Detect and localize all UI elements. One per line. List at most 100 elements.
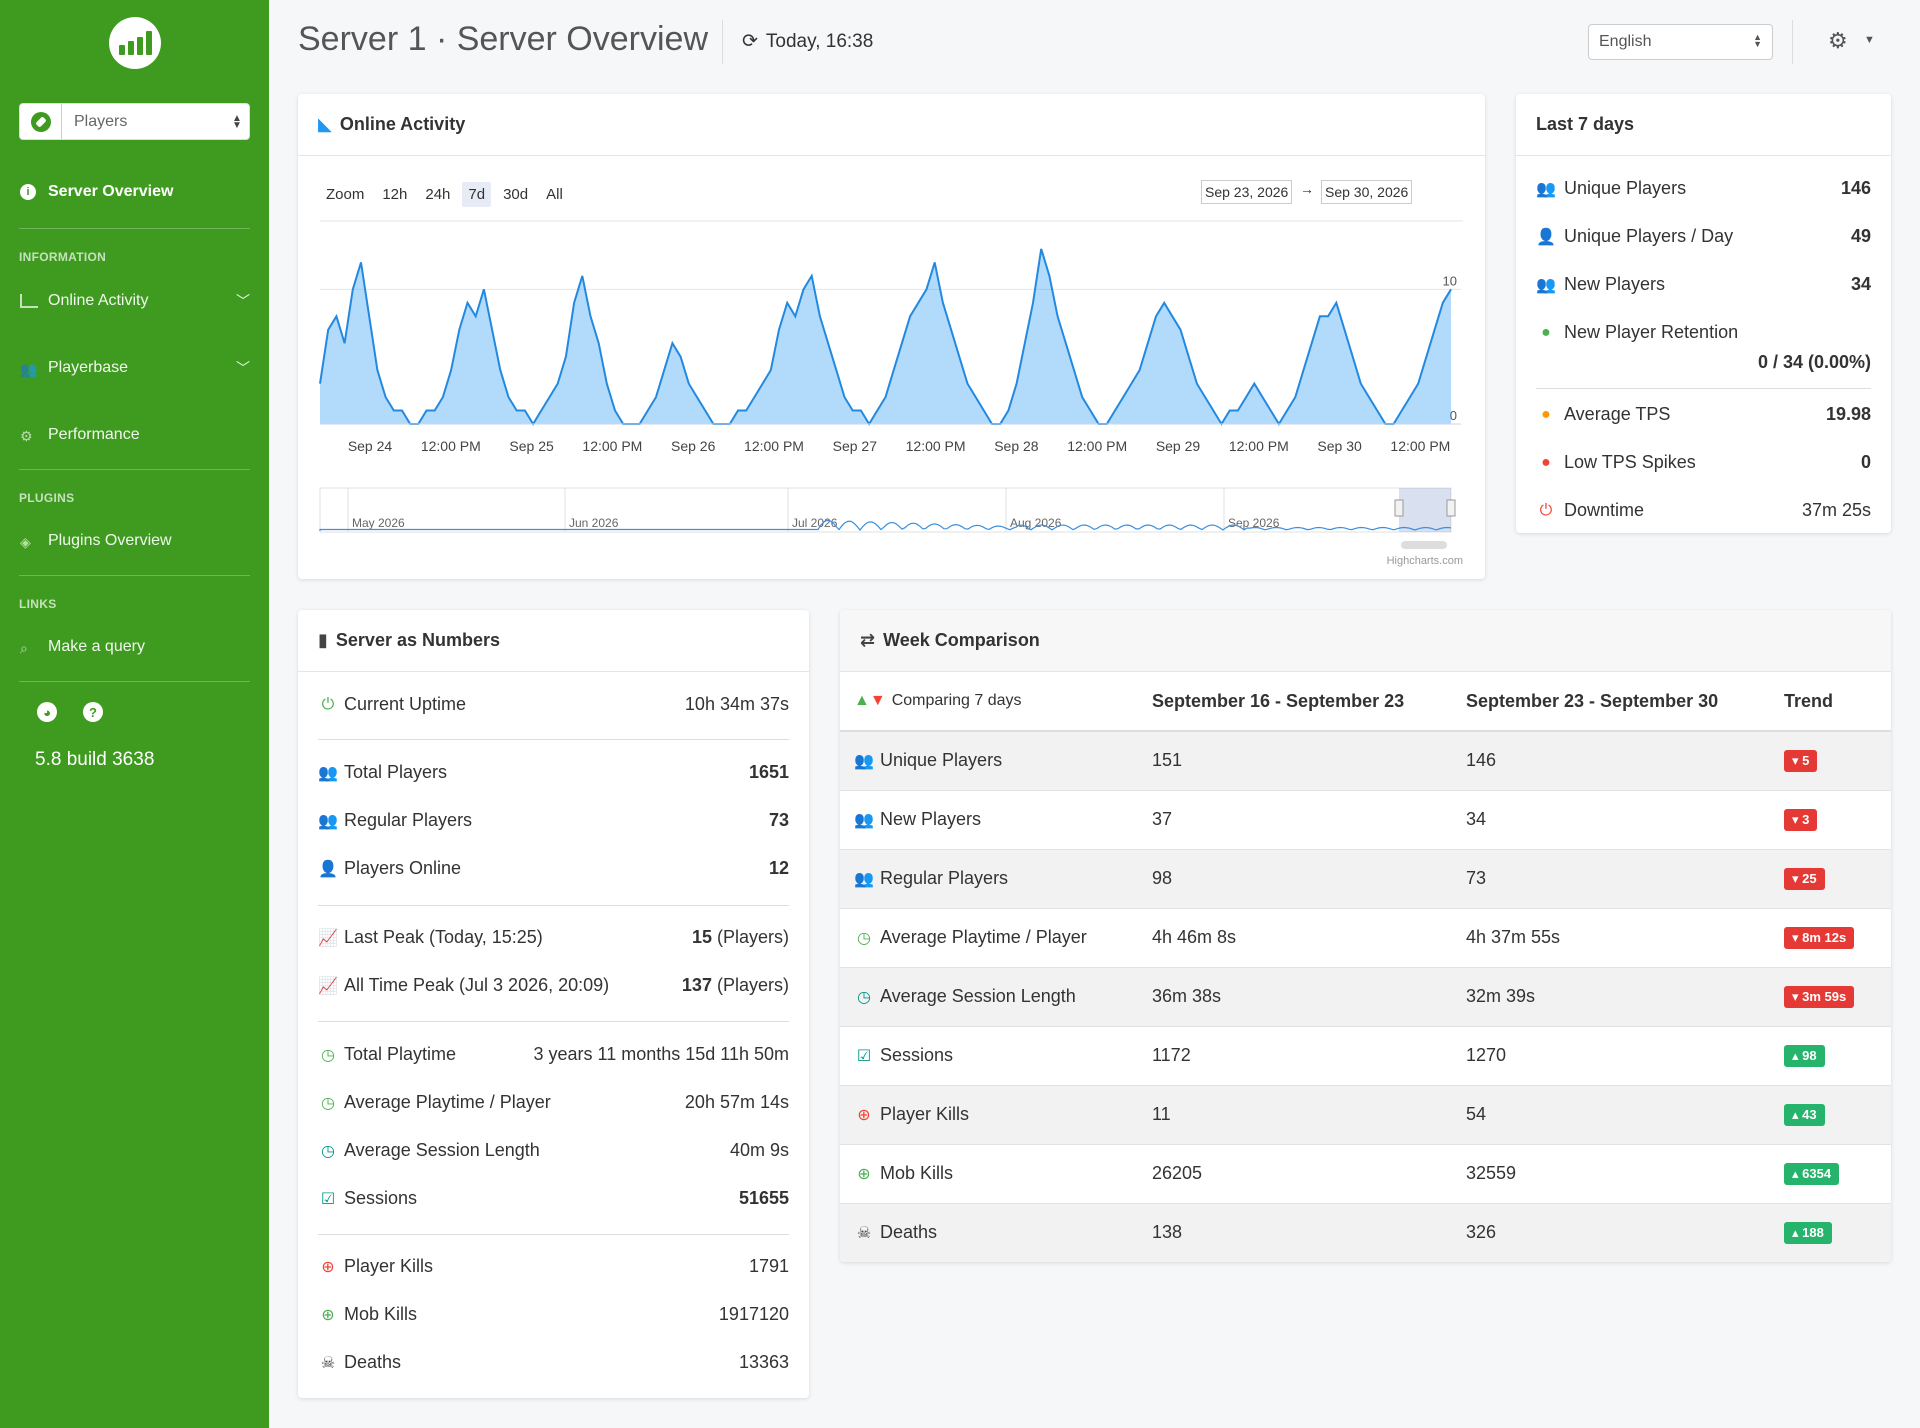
power-icon: ⏻: [321, 695, 335, 713]
week-comparison-table: ▲▼ Comparing 7 days September 16 - Septe…: [840, 672, 1891, 1262]
x-tick-label: Sep 29: [1156, 438, 1201, 454]
language-select[interactable]: English ▲ ▼: [1588, 24, 1773, 60]
column-header-week-1: September 16 - September 23: [1150, 672, 1466, 732]
x-tick-label: 12:00 PM: [744, 438, 804, 454]
row-last-peak: 📈 Last Peak (Today, 15:25) 15 (Players): [318, 927, 789, 948]
table-row: ◷ Average Playtime / Player 4h 46m 8s 4h …: [840, 907, 1891, 967]
card-header: ▮ Server as Numbers: [298, 610, 809, 672]
navigator-label: Aug 2026: [1010, 516, 1062, 530]
stat-label: New Player Retention: [1564, 322, 1739, 342]
help-icon[interactable]: ?: [83, 702, 103, 722]
row-average-session: ◷ Average Session Length 40m 9s: [318, 1140, 789, 1161]
week-2-value: 4h 37m 55s: [1466, 907, 1784, 967]
online-activity-chart[interactable]: 0 10 Sep 24 12:00 PM Sep 25 12:00 PM Sep 26 12:…: [298, 94, 1485, 579]
zoom-all-button[interactable]: All: [546, 186, 563, 203]
sidebar-item-label: Performance: [48, 426, 140, 443]
users-icon: 👥: [318, 764, 338, 782]
zoom-controls: Zoom 12h 24h 7d 30d All: [320, 182, 569, 207]
last-7-days-card: Last 7 days 👥 Unique Players 146 👤 Unique …: [1516, 94, 1891, 533]
row-label: Mob Kills: [344, 1304, 418, 1324]
stat-value: 0 / 34 (0.00%): [1757, 352, 1871, 372]
clock-icon: ◷: [857, 988, 871, 1006]
page-selector-value: Players: [74, 112, 128, 130]
week-2-value: 34: [1466, 789, 1784, 849]
page-title: Server 1 · Server Overview: [298, 20, 708, 58]
navigator-scrollbar[interactable]: [1401, 541, 1447, 549]
row-total-players: 👥 Total Players 1651: [318, 762, 789, 783]
week-1-value: 1172: [1150, 1025, 1466, 1085]
refresh-timestamp[interactable]: ⟳ Today, 16:38: [742, 30, 873, 53]
row-unit: (Players): [716, 975, 789, 995]
range-from-input[interactable]: Sep 23, 2026: [1201, 180, 1293, 204]
compass-icon: [20, 104, 62, 139]
page-selector[interactable]: Players ▲ ▼: [19, 103, 250, 140]
card-header: ⇄ Week Comparison: [840, 610, 1891, 672]
row-value: 10h 34m 37s: [684, 694, 789, 714]
week-2-value: 32559: [1466, 1143, 1784, 1203]
stat-retention-value-row: 0 / 34 (0.00%): [1536, 352, 1871, 373]
navigator-handle-left[interactable]: [1394, 499, 1404, 517]
user-icon: 👤: [1536, 228, 1556, 246]
header-divider: [722, 20, 723, 64]
table-row: ⊕ Mob Kills 26205 32559 ▴ 6354: [840, 1143, 1891, 1203]
row-label: Current Uptime: [344, 694, 467, 714]
divider: [318, 905, 789, 906]
range-to-input[interactable]: Sep 30, 2026: [1321, 180, 1413, 204]
online-players-line[interactable]: [319, 248, 1452, 426]
line-chart-icon: 📈: [318, 977, 338, 995]
zoom-30d-button[interactable]: 30d: [503, 186, 529, 203]
week-1-value: 36m 38s: [1150, 966, 1466, 1026]
row-value: 20h 57m 14s: [684, 1092, 789, 1112]
week-2-value: 146: [1466, 730, 1784, 790]
sidebar-item-plugins-overview[interactable]: ◈ Plugins Overview: [20, 532, 250, 550]
x-tick-label: Sep 25: [509, 438, 554, 454]
row-label: Deaths: [880, 1222, 938, 1243]
stat-label: New Players: [1564, 274, 1666, 294]
row-value: 15: [691, 927, 712, 947]
users-icon: 👥: [20, 361, 38, 377]
table-row: ⊕ Player Kills 11 54 ▴ 43: [840, 1084, 1891, 1144]
tps-icon: ●: [1541, 405, 1551, 423]
zoom-7d-button[interactable]: 7d: [462, 182, 492, 207]
sidebar-item-playerbase[interactable]: 👥 Playerbase ﹀: [20, 359, 250, 377]
palette-icon[interactable]: ◕: [37, 702, 57, 722]
stat-label: Unique Players / Day: [1564, 226, 1734, 246]
card-header: ◣ Online Activity: [298, 94, 1485, 156]
gear-icon[interactable]: ⚙: [1828, 28, 1848, 53]
plan-logo-icon[interactable]: [109, 17, 161, 69]
stat-label: Downtime: [1564, 500, 1645, 520]
skull-icon: ☠: [320, 1354, 336, 1372]
row-value: 51655: [738, 1188, 789, 1208]
navigator-selection[interactable]: [1399, 488, 1451, 532]
card-title: Week Comparison: [883, 630, 1040, 650]
cubes-icon: ◈: [20, 534, 31, 550]
trend-badge: ▴ 6354: [1784, 1163, 1840, 1185]
navigator-frame: [319, 487, 1452, 533]
timestamp-label: Today, 16:38: [765, 30, 874, 52]
stat-value: 0: [1860, 452, 1871, 472]
exchange-icon: ⇄: [860, 630, 876, 650]
row-label: Players Online: [344, 858, 462, 878]
zoom-12h-button[interactable]: 12h: [382, 186, 408, 203]
calendar-check-icon: ☑: [320, 1190, 336, 1208]
sidebar-item-make-query[interactable]: ⌕ Make a query: [20, 638, 250, 656]
caret-down-icon[interactable]: ▼: [1864, 34, 1875, 46]
sidebar-item-label: Plugins Overview: [48, 532, 172, 549]
highcharts-credit[interactable]: Highcharts.com: [1386, 555, 1463, 567]
sidebar-item-performance[interactable]: ⚙ Performance: [20, 426, 250, 444]
navigator-label: May 2026: [352, 516, 405, 530]
week-1-value: 4h 46m 8s: [1150, 907, 1466, 967]
column-header-trend: Trend: [1784, 672, 1891, 732]
power-icon: ⏻: [1539, 501, 1553, 519]
sidebar-item-server-overview[interactable]: i Server Overview: [20, 183, 173, 201]
x-tick-label: 12:00 PM: [906, 438, 966, 454]
row-value: 73: [768, 810, 789, 830]
column-header-comparing: ▲▼ Comparing 7 days: [840, 672, 1150, 732]
navigator-handle-right[interactable]: [1446, 499, 1456, 517]
sidebar-item-online-activity[interactable]: Online Activity ﹀: [20, 292, 250, 310]
crosshairs-icon: ⊕: [857, 1106, 871, 1124]
stat-value: 49: [1850, 226, 1871, 246]
x-tick-label: 12:00 PM: [1067, 438, 1127, 454]
zoom-24h-button[interactable]: 24h: [425, 186, 451, 203]
row-label: Total Players: [344, 762, 448, 782]
